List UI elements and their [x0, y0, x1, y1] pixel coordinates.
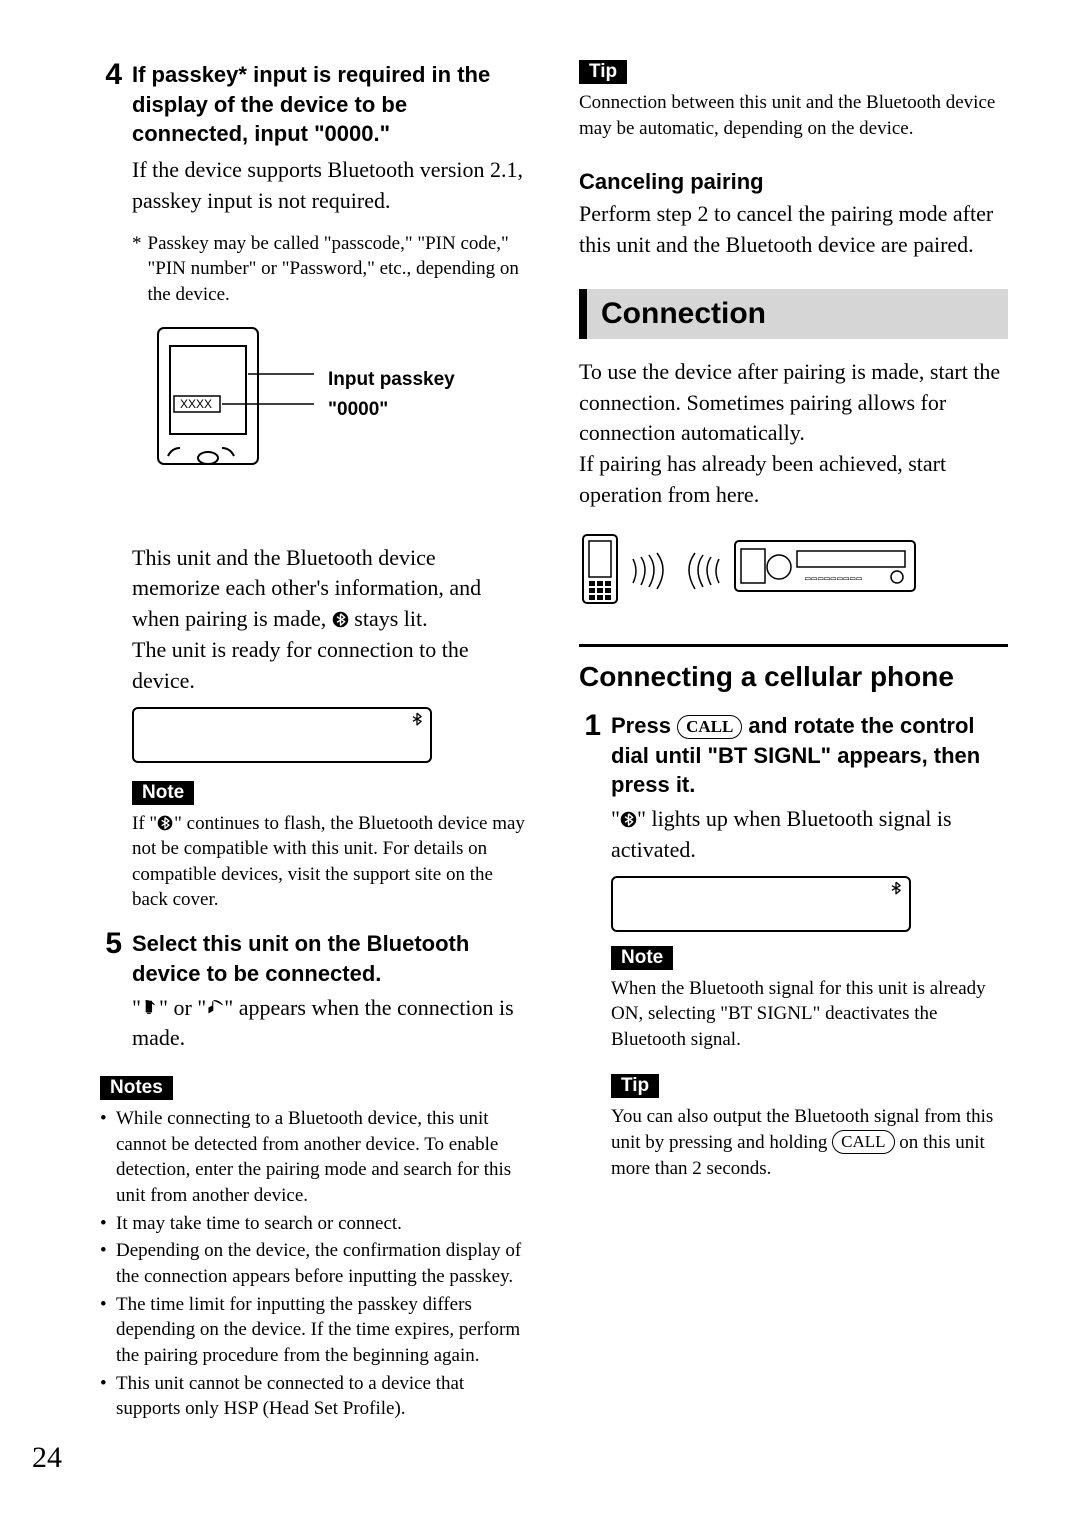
call-button-label: CALL [677, 715, 742, 739]
note-2-body: When the Bluetooth signal for this unit … [611, 976, 1008, 1053]
phone-passkey-diagram: XXXX Input passkey "0000" [148, 326, 529, 531]
bluetooth-icon [620, 806, 637, 823]
call-button-label: CALL [832, 1130, 894, 1154]
note-label: Note [132, 781, 194, 805]
audio-connected-icon [206, 995, 224, 1020]
notes-item: This unit cannot be connected to a devic… [100, 1371, 529, 1422]
notes-item: Depending on the device, the confirmatio… [100, 1238, 529, 1289]
notes-item: It may take time to search or connect. [100, 1211, 529, 1237]
connection-body-1: To use the device after pairing is made,… [579, 357, 1008, 449]
step-5: 5 Select this unit on the Bluetooth devi… [100, 929, 529, 1054]
phone-connected-icon [141, 995, 159, 1020]
step-1-heading: Press CALL and rotate the control dial u… [611, 711, 1008, 800]
canceling-pairing-heading: Canceling pairing [579, 169, 1008, 195]
bluetooth-icon [332, 606, 349, 623]
divider [579, 644, 1008, 647]
canceling-pairing-body: Perform step 2 to cancel the pairing mod… [579, 199, 1008, 261]
step-4: 4 If passkey* input is required in the d… [100, 60, 529, 308]
step-4-after: This unit and the Bluetooth device memor… [100, 543, 529, 697]
bluetooth-icon [889, 881, 903, 900]
tip-2-body: You can also output the Bluetooth signal… [611, 1104, 1008, 1181]
phone-to-unit-diagram: ▭▭▭▭▭▭▭▭▭ [579, 531, 1008, 612]
notes-block: Notes While connecting to a Bluetooth de… [100, 1076, 529, 1422]
bluetooth-icon [157, 813, 174, 830]
tip-1-body: Connection between this unit and the Blu… [579, 90, 1008, 141]
page-number: 24 [32, 1441, 62, 1475]
step-4-heading: If passkey* input is required in the dis… [132, 60, 529, 149]
step-5-heading: Select this unit on the Bluetooth device… [132, 929, 529, 988]
step-4-body: If the device supports Bluetooth version… [132, 155, 529, 217]
step-1-number: 1 [579, 711, 601, 1182]
step-5-body: "" or "" appears when the connection is … [132, 993, 529, 1055]
left-column: 4 If passkey* input is required in the d… [100, 60, 529, 1440]
step-1-body: "" lights up when Bluetooth signal is ac… [611, 804, 1008, 866]
step-1: 1 Press CALL and rotate the control dial… [579, 711, 1008, 1182]
notes-label: Notes [100, 1076, 173, 1100]
notes-item: While connecting to a Bluetooth device, … [100, 1106, 529, 1209]
tip-label: Tip [579, 60, 627, 84]
step-5-number: 5 [100, 929, 122, 1054]
step-4-after-body-2: stays lit. [349, 606, 428, 631]
note-label: Note [611, 946, 673, 970]
right-column: Tip Connection between this unit and the… [579, 60, 1008, 1440]
footnote-asterisk: * [132, 231, 142, 308]
tip-label: Tip [611, 1074, 659, 1098]
connecting-phone-heading: Connecting a cellular phone [579, 661, 1008, 693]
svg-text:▭▭▭▭▭▭▭▭▭: ▭▭▭▭▭▭▭▭▭ [805, 574, 863, 584]
unit-display-box [132, 707, 432, 763]
unit-display-box [611, 876, 911, 932]
section-connection-heading: Connection [579, 289, 1008, 339]
bluetooth-icon [410, 712, 424, 731]
step-4-after-body-1: This unit and the Bluetooth device memor… [132, 545, 481, 632]
diagram-xxxx-text: XXXX [180, 397, 212, 411]
step-4-number: 4 [100, 60, 122, 308]
diagram-label-input-passkey: Input passkey [328, 369, 529, 391]
diagram-label-0000: "0000" [328, 399, 529, 421]
note-1-body: If "" continues to flash, the Bluetooth … [132, 811, 529, 914]
notes-item: The time limit for inputting the passkey… [100, 1292, 529, 1369]
step-4-after-body-3: The unit is ready for connection to the … [132, 635, 529, 697]
connection-body-2: If pairing has already been achieved, st… [579, 449, 1008, 511]
step-4-footnote: Passkey may be called "passcode," "PIN c… [148, 231, 530, 308]
